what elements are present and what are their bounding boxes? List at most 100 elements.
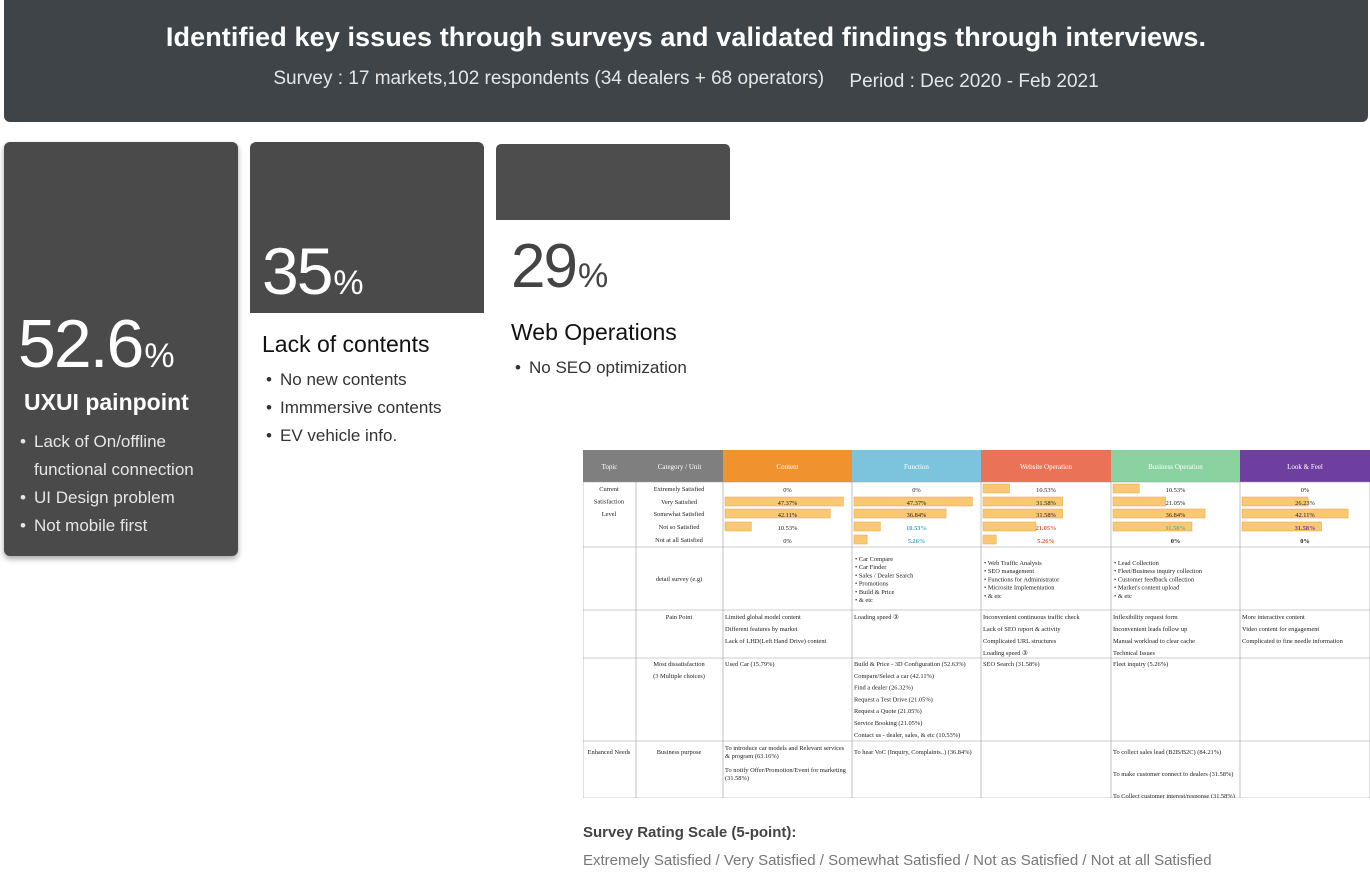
pain-business-item: Manual workload to clear cache: [1113, 638, 1195, 645]
satisfaction-bar: [982, 496, 1063, 507]
satisfaction-value: 10.53%: [778, 525, 798, 532]
satisfaction-bar: [724, 496, 844, 507]
level-label: Not at all Satisfied: [655, 537, 704, 544]
satisfaction-value: 10.53%: [1036, 487, 1056, 494]
table-header-label: Website Operation: [1020, 463, 1073, 471]
detail-function-item: • & etc: [855, 597, 873, 604]
satisfaction-bar: [853, 508, 947, 519]
detail-function-item: • Car Compare: [855, 556, 893, 563]
topic-label: Satisfaction: [594, 499, 625, 506]
pain-look-item: Complicated to fine needle information: [1242, 638, 1344, 645]
list-item: • Immmersive contents: [266, 398, 442, 417]
satisfaction-value: 5.26%: [1037, 538, 1055, 545]
needs-content-item: & program (63.16%): [725, 753, 779, 760]
table-header-cell: [636, 450, 723, 482]
survey-period: Period : Dec 2020 - Feb 2021: [849, 71, 1099, 92]
satisfaction-bar: [853, 496, 973, 507]
detail-business-item: • & etc: [1114, 593, 1132, 600]
pain-business-item: Inflexibility request form: [1113, 614, 1178, 621]
stat-category-web-operations: Web Operations: [511, 319, 677, 345]
level-label: Not so Satisfied: [659, 524, 701, 531]
satisfaction-value: 42.11%: [778, 512, 798, 519]
detail-survey-label: detail survey (e.g): [656, 576, 702, 583]
satisfaction-value: 21.05%: [1166, 500, 1186, 507]
satisfaction-bar: [982, 483, 1010, 494]
table-header-label: Function: [904, 463, 929, 471]
rating-scale-items: Extremely Satisfied / Very Satisfied / S…: [583, 852, 1212, 869]
stat-card-contents: [250, 142, 484, 313]
level-label: Somewhat Satisfied: [654, 511, 706, 518]
needs-content-item: To introduce car models and Relevant ser…: [725, 745, 845, 752]
dissat-function-item: Service Booking (21.05%): [854, 720, 922, 727]
needs-content-item: To notify Offer/Promotion/Event for mark…: [725, 767, 847, 774]
needs-business-item: To Collect customer interest/response (3…: [1113, 793, 1235, 798]
list-item: • No new contents: [266, 370, 407, 389]
detail-business-item: • Fleet/Business inquiry collection: [1114, 568, 1203, 575]
table-header-cell: [1240, 450, 1370, 482]
satisfaction-value: 10.53%: [906, 525, 927, 532]
satisfaction-bar: [982, 534, 997, 545]
list-item: • Not mobile first: [20, 516, 148, 535]
satisfaction-value: 31.58%: [1036, 512, 1056, 519]
stat-card-web-operations: [496, 144, 730, 220]
survey-info: Survey : 17 markets,102 respondents (34 …: [4, 68, 1368, 92]
satisfaction-bar: [1112, 508, 1206, 519]
uxui-bullet-list: • Lack of On/offline functional connectio…: [20, 428, 230, 540]
pain-content-item: Limited global model content: [725, 614, 801, 621]
pain-website-item: Loading speed ③: [983, 650, 1028, 657]
dissat-business-item: Fleet inquiry (5.26%): [1113, 661, 1168, 668]
list-item: • UI Design problem: [20, 488, 175, 507]
satisfaction-bar: [1241, 521, 1322, 532]
dissat-function-item: Contact us - dealer, sales, & etc (10.53…: [854, 732, 960, 739]
satisfaction-value: 5.26%: [908, 538, 926, 545]
topic-label: Level: [602, 511, 617, 518]
level-label: Very Satisfied: [661, 499, 698, 506]
pain-function-item: Loading speed ③: [854, 614, 899, 621]
dissat-function-item: Request a Quote (21.05%): [854, 708, 922, 715]
satisfaction-bar: [1112, 496, 1166, 507]
dissat-content-item: Used Car (15.79%): [725, 661, 775, 668]
stat-value-uxui: 52.6%: [18, 306, 175, 382]
topic-label: Current: [599, 486, 619, 493]
stat-category-contents: Lack of contents: [262, 331, 430, 357]
table-header-label: Topic: [602, 463, 618, 471]
stat-category-uxui: UXUI painpoint: [24, 389, 189, 415]
detail-website-item: • Web Traffic Analysis: [984, 560, 1042, 567]
enhanced-needs-label: Enhanced Needs: [588, 749, 631, 756]
detail-function-item: • Sales / Dealer Search: [855, 572, 914, 579]
dissat-function-item: Find a dealer (26.32%): [854, 685, 913, 692]
satisfaction-bar: [724, 521, 752, 532]
satisfaction-value: 26.23%: [1295, 500, 1315, 507]
dissatisfaction-label: (3 Multiple choices): [653, 673, 705, 680]
table-header-label: Category / Unit: [658, 463, 702, 471]
dissat-function-item: Request a Test Drive (21.05%): [854, 696, 933, 703]
header-banner: Identified key issues through surveys an…: [4, 0, 1368, 122]
table-header-label: Business Operation: [1148, 463, 1203, 471]
detail-website-item: • SEO management: [984, 568, 1034, 575]
needs-function-item: To hear VoC (Inquiry, Complaints..) (36.…: [854, 749, 972, 756]
pain-website-item: Inconvenient continuous traffic check: [983, 614, 1080, 621]
list-item: • No SEO optimization: [515, 358, 687, 377]
table-header-cell: [723, 450, 852, 482]
satisfaction-value: 0%: [1300, 538, 1310, 545]
dissatisfaction-label: Most dissatisfaction: [653, 661, 705, 668]
satisfaction-value: 47.37%: [907, 500, 927, 507]
satisfaction-value: 31.58%: [1295, 525, 1316, 532]
rating-scale-label: Survey Rating Scale (5-point):: [583, 824, 797, 841]
satisfaction-value: 0%: [1301, 487, 1310, 494]
survey-description: Survey : 17 markets,102 respondents (34 …: [273, 68, 825, 89]
satisfaction-bar: [1241, 508, 1349, 519]
satisfaction-value: 36.84%: [907, 512, 927, 519]
needs-business-item: To collect sales lead (B2B/B2C) (84.21%): [1113, 749, 1221, 756]
pain-website-item: Complicated URL structures: [983, 638, 1057, 645]
satisfaction-value: 31.58%: [1165, 525, 1186, 532]
pain-point-label: Pain Point: [666, 614, 693, 621]
dissat-function-item: Build & Price - 3D Configuration (52.63%…: [854, 661, 966, 668]
table-header-cell: [1111, 450, 1240, 482]
satisfaction-value: 0%: [1171, 538, 1181, 545]
dissat-website-item: SEO Search (31.58%): [983, 661, 1040, 668]
detail-business-item: • Market's content upload: [1114, 585, 1180, 592]
list-item: • Lack of On/offline functional connectio…: [20, 432, 194, 479]
satisfaction-value: 47.37%: [778, 500, 798, 507]
list-item: • EV vehicle info.: [266, 426, 398, 445]
